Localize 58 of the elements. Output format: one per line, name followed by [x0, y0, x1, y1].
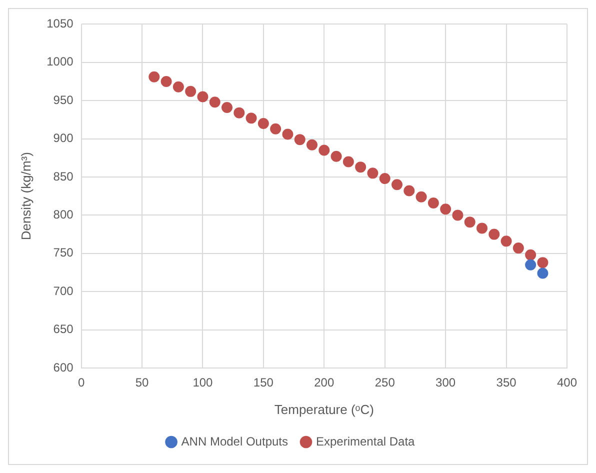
x-tick-label: 0	[78, 376, 85, 390]
point	[392, 179, 403, 190]
point	[160, 76, 172, 87]
x-tick-label: 300	[436, 376, 456, 390]
y-tick-label: 600	[53, 360, 74, 374]
y-tick-label: 850	[53, 169, 74, 184]
point	[185, 86, 196, 97]
point	[440, 204, 452, 215]
y-tick-label: 1000	[46, 54, 74, 69]
point	[512, 242, 524, 254]
y-tick-label: 750	[53, 246, 74, 260]
x-tick-label: 200	[314, 376, 334, 390]
x-tick-label: 100	[192, 376, 214, 390]
point	[500, 236, 512, 247]
point	[222, 102, 233, 113]
point	[318, 144, 330, 156]
point	[282, 128, 294, 140]
point	[464, 216, 476, 228]
point	[270, 123, 282, 134]
x-tick-label: 250	[374, 376, 396, 390]
point	[234, 107, 245, 118]
y-tick-label: 1050	[46, 16, 74, 31]
x-tick-label: 350	[496, 376, 517, 390]
y-tick-label: 700	[53, 284, 74, 298]
point	[416, 191, 427, 202]
point	[367, 168, 378, 179]
legend-label: Experimental Data	[316, 434, 416, 448]
x-tick-label: 150	[253, 376, 274, 390]
point	[537, 257, 548, 268]
y-tick-label: 650	[53, 322, 74, 336]
x-tick-label: 50	[135, 376, 150, 390]
point	[404, 185, 415, 196]
point	[258, 118, 269, 130]
point	[148, 71, 160, 82]
point	[476, 222, 488, 234]
point	[197, 91, 208, 102]
point	[379, 173, 390, 184]
point	[172, 81, 184, 92]
point	[525, 259, 536, 270]
point	[294, 134, 306, 146]
y-axis-title: Density (kg/m³)	[18, 152, 34, 240]
point	[452, 210, 464, 221]
legend-label: ANN Model Outputs	[181, 434, 288, 448]
point	[355, 162, 366, 173]
point	[428, 197, 439, 208]
point	[488, 228, 500, 240]
y-tick-label: 900	[53, 131, 74, 146]
x-axis-title: Temperature (ᵒC)	[274, 402, 374, 417]
point	[330, 150, 342, 162]
y-tick-label: 950	[53, 92, 74, 107]
point	[342, 156, 354, 168]
point	[246, 112, 257, 124]
point	[525, 249, 536, 260]
point	[209, 96, 220, 108]
x-tick-label: 400	[556, 376, 578, 390]
point	[537, 268, 548, 279]
y-tick-label: 800	[53, 208, 74, 222]
point	[306, 139, 318, 150]
